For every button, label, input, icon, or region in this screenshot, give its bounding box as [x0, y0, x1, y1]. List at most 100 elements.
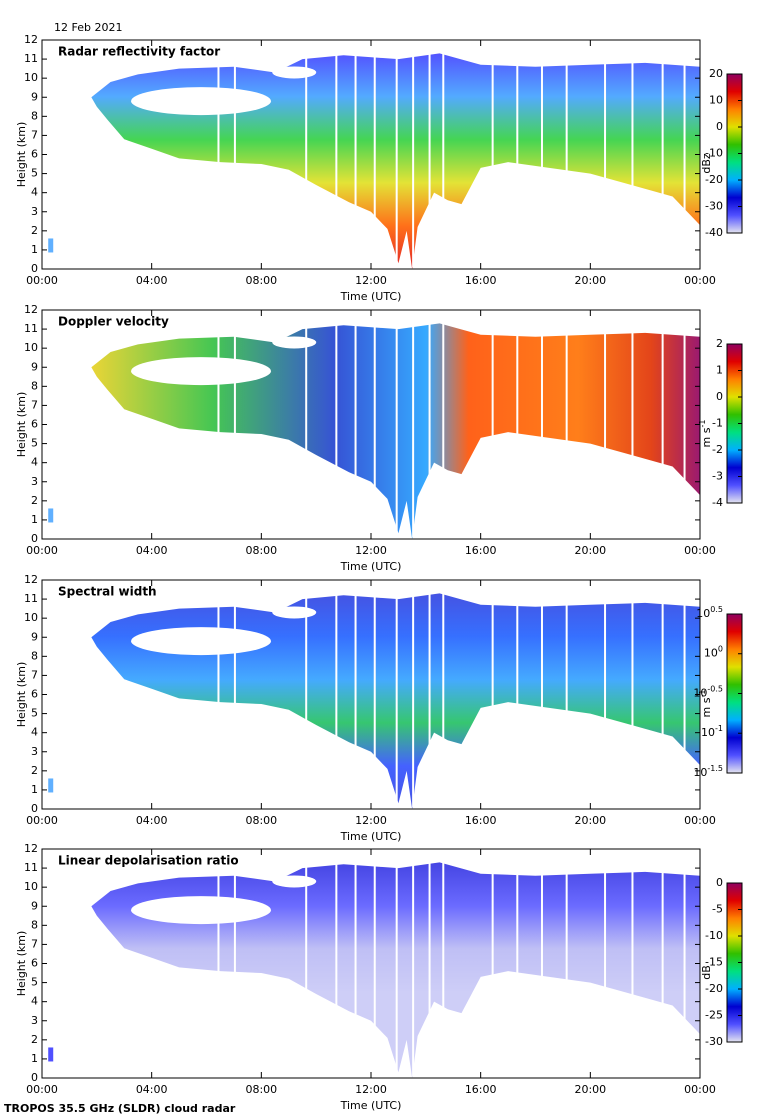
y-tick-label: 8	[31, 918, 38, 931]
colorbar-tick-label: -2	[712, 443, 723, 456]
data-gap	[217, 42, 220, 267]
footer: TROPOS 35.5 GHz (SLDR) cloud radar	[4, 1102, 236, 1115]
x-tick-label: 04:00	[136, 274, 168, 287]
data-gap	[305, 312, 308, 537]
data-gap	[540, 312, 543, 537]
data-gap	[354, 851, 357, 1076]
echo-gap	[131, 357, 272, 386]
data-gap	[565, 582, 568, 807]
x-tick-label: 16:00	[465, 1083, 497, 1096]
x-tick-label: 00:00	[684, 1083, 716, 1096]
colorbar-tick-label: -1	[712, 417, 723, 430]
y-tick-label: 9	[31, 90, 38, 103]
data-gap	[305, 582, 308, 807]
x-tick-label: 00:00	[26, 1083, 58, 1096]
data-gap	[395, 851, 398, 1076]
echo-speck	[48, 1047, 54, 1062]
data-gap	[233, 42, 236, 267]
x-tick-label: 20:00	[574, 814, 606, 827]
y-tick-label: 4	[31, 186, 38, 199]
y-tick-label: 11	[24, 861, 38, 874]
data-gap	[683, 582, 686, 807]
data-gap	[305, 851, 308, 1076]
y-tick-label: 5	[31, 707, 38, 720]
y-tick-label: 4	[31, 456, 38, 469]
data-gap	[516, 42, 519, 267]
echo-gap	[272, 606, 317, 619]
data-gap	[491, 42, 494, 267]
data-gap	[217, 312, 220, 537]
data-gap	[631, 42, 634, 267]
x-tick-label: 04:00	[136, 544, 168, 557]
x-axis-label: Time (UTC)	[340, 560, 402, 573]
colorbar-tick-label: -3	[712, 470, 723, 483]
y-tick-label: 6	[31, 688, 38, 701]
data-gap	[335, 582, 338, 807]
data-gap	[373, 42, 376, 267]
data-gap	[442, 312, 445, 537]
y-tick-label: 11	[24, 592, 38, 605]
data-gap	[373, 312, 376, 537]
data-gap	[516, 851, 519, 1076]
data-gap	[491, 851, 494, 1076]
x-axis-label: Time (UTC)	[340, 290, 402, 303]
data-gap	[540, 851, 543, 1076]
data-gap	[217, 582, 220, 807]
data-gap	[354, 312, 357, 537]
panel-title: Spectral width	[58, 585, 157, 599]
y-tick-label: 3	[31, 1014, 38, 1027]
colorbar-tick-label: 20	[709, 67, 723, 80]
y-tick-label: 4	[31, 726, 38, 739]
y-tick-label: 12	[24, 303, 38, 316]
colorbar-tick-label: 100	[704, 644, 723, 660]
y-tick-label: 9	[31, 630, 38, 643]
x-tick-label: 00:00	[684, 274, 716, 287]
colorbar-tick-label: -5	[712, 903, 723, 916]
y-tick-label: 8	[31, 649, 38, 662]
y-tick-label: 1	[31, 243, 38, 256]
colorbar-tick-label: 2	[716, 337, 723, 350]
colorbar-tick-label: -10	[705, 147, 723, 160]
y-tick-label: 9	[31, 899, 38, 912]
colorbar-tick-label: -30	[705, 1035, 723, 1048]
data-gap	[516, 582, 519, 807]
data-gap	[683, 312, 686, 537]
data-gap	[305, 42, 308, 267]
y-tick-label: 2	[31, 494, 38, 507]
data-gap	[565, 312, 568, 537]
y-axis-label: Height (km)	[15, 122, 28, 188]
x-axis-label: Time (UTC)	[340, 830, 402, 843]
x-tick-label: 08:00	[245, 814, 277, 827]
y-axis-label: Height (km)	[15, 392, 28, 458]
y-axis-label: Height (km)	[15, 662, 28, 728]
x-tick-label: 04:00	[136, 1083, 168, 1096]
x-tick-label: 04:00	[136, 814, 168, 827]
data-gap	[540, 582, 543, 807]
data-gap	[217, 851, 220, 1076]
y-tick-label: 3	[31, 205, 38, 218]
date: 12 Feb 2021	[54, 21, 122, 34]
data-gap	[335, 312, 338, 537]
data-gap	[395, 312, 398, 537]
data-gap	[661, 582, 664, 807]
colorbar-tick-label: 0	[716, 120, 723, 133]
panel-title: Linear depolarisation ratio	[58, 854, 239, 868]
echo-gap	[131, 896, 272, 925]
data-gap	[442, 851, 445, 1076]
y-tick-label: 1	[31, 783, 38, 796]
data-gap	[354, 42, 357, 267]
colorbar-tick-label: 100.5	[696, 605, 723, 621]
x-tick-label: 16:00	[465, 544, 497, 557]
x-tick-label: 20:00	[574, 544, 606, 557]
colorbar-tick-label: 0	[716, 876, 723, 889]
y-tick-label: 11	[24, 322, 38, 335]
data-gap	[335, 42, 338, 267]
data-gap	[412, 312, 415, 537]
colorbar-tick-label: -20	[705, 173, 723, 186]
x-tick-label: 16:00	[465, 274, 497, 287]
data-gap	[661, 42, 664, 267]
y-tick-label: 7	[31, 668, 38, 681]
y-tick-label: 10	[24, 71, 38, 84]
y-tick-label: 12	[24, 842, 38, 855]
colorbar-tick-label: 10	[709, 94, 723, 107]
